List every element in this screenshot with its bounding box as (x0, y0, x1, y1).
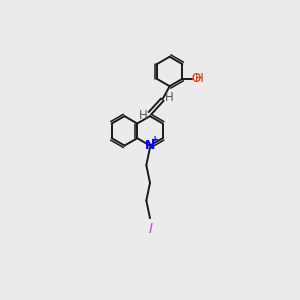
Text: N: N (145, 139, 155, 152)
Text: H: H (139, 109, 148, 122)
Text: +: + (151, 135, 160, 145)
Text: H: H (165, 91, 173, 104)
Text: O: O (191, 72, 201, 85)
Text: I: I (148, 222, 153, 236)
Text: H: H (195, 72, 203, 85)
